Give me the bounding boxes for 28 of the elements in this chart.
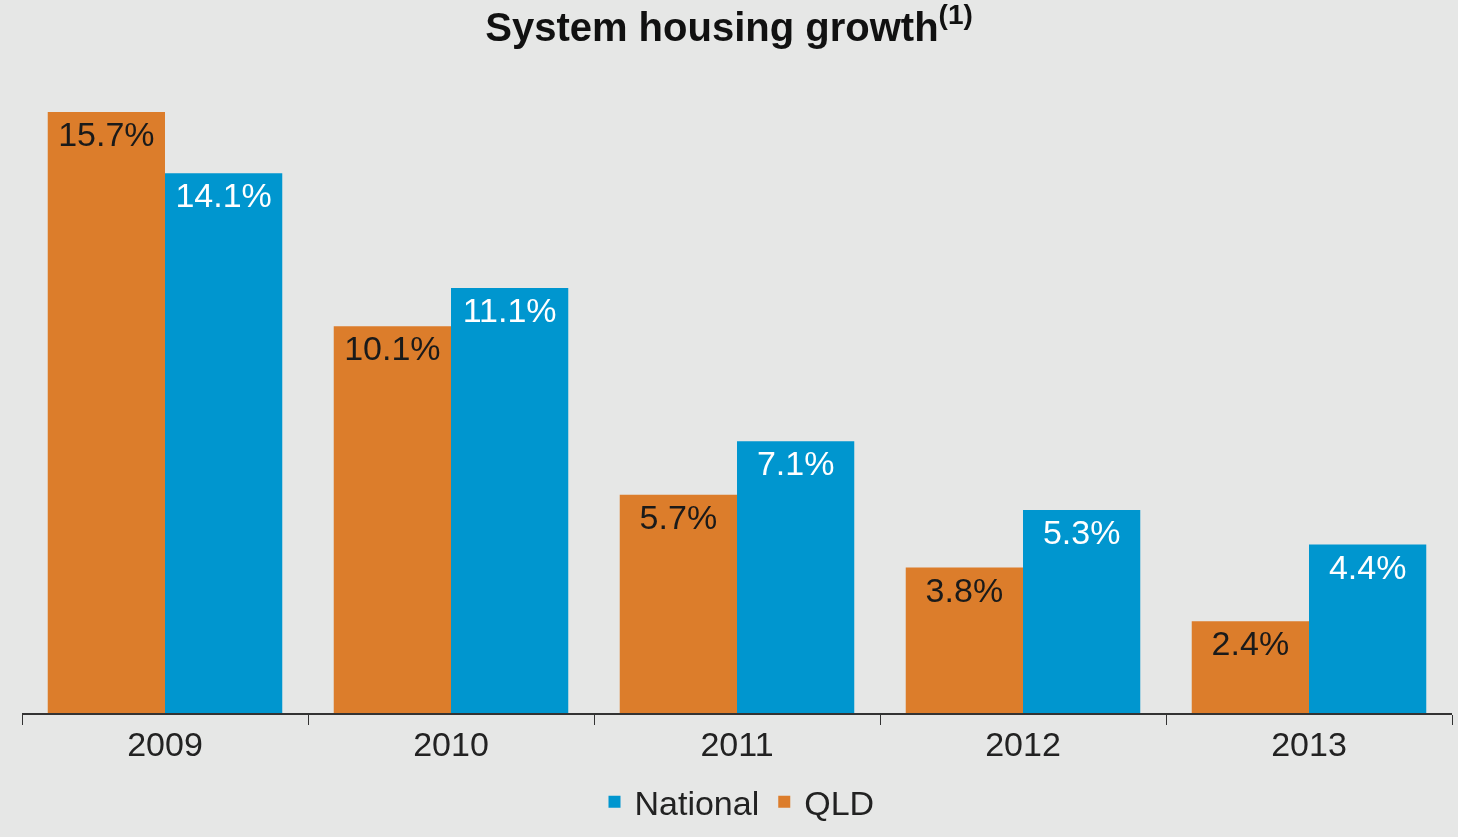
data-label: 14.1% (175, 176, 272, 215)
bar (619, 494, 737, 713)
bar (1309, 544, 1427, 713)
x-tick-label: 2012 (985, 724, 1061, 763)
bar (333, 326, 451, 713)
bar (737, 441, 855, 713)
bar (1191, 621, 1309, 713)
data-label: 4.4% (1328, 547, 1407, 586)
data-label: 5.7% (639, 497, 718, 536)
data-label: 2.4% (1211, 624, 1290, 663)
x-tick-label: 2009 (127, 724, 203, 763)
chart-title: System housing growth$^{(1)}$ (485, 0, 973, 49)
x-tick-label: 2011 (700, 724, 774, 763)
data-label: 5.3% (1042, 513, 1121, 552)
legend-label: National (634, 783, 760, 822)
data-label: 3.8% (925, 570, 1004, 609)
bar (47, 112, 165, 713)
legend-label: QLD (804, 783, 875, 822)
x-tick-label: 2010 (413, 724, 489, 763)
bar (165, 173, 283, 713)
bar (905, 567, 1023, 713)
data-label: 15.7% (58, 115, 155, 153)
data-label: 11.1% (462, 291, 557, 330)
data-label: 7.1% (756, 444, 835, 483)
bar (451, 288, 569, 713)
bar (1023, 510, 1141, 713)
x-tick-label: 2013 (1271, 724, 1347, 763)
data-label: 10.1% (344, 329, 441, 368)
